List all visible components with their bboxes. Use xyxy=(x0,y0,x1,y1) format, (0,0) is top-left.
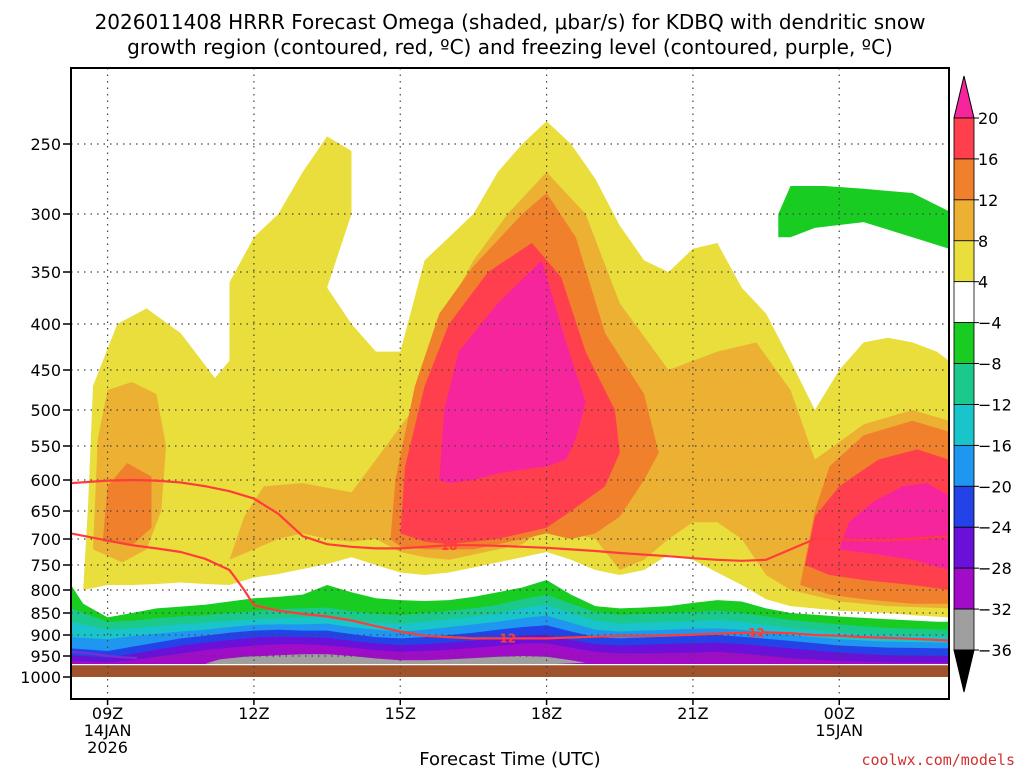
x-tick-label: 09Z xyxy=(92,704,123,723)
y-tick-label: 400 xyxy=(30,315,61,334)
colorbar-bin xyxy=(953,363,975,405)
x-tick-label: 12Z xyxy=(238,704,269,723)
colorbar-bottom-arrow xyxy=(953,649,975,693)
colorbar-bin xyxy=(953,485,975,528)
omega-region-upper-descent-minus4 xyxy=(778,186,949,249)
colorbar-bin xyxy=(953,567,975,610)
colorbar-label: −4 xyxy=(978,314,1002,333)
y-tick-label: 900 xyxy=(30,626,61,645)
colorbar-label: −32 xyxy=(978,600,1012,619)
x-tick-label: 21Z xyxy=(677,704,708,723)
x-tick-year: 2026 xyxy=(87,738,128,757)
colorbar-bin xyxy=(953,281,975,324)
colorbar: 20 16 12 8 4 −4 −8 −12 −16 −20 −24 −28 −32 −36 xyxy=(953,75,1012,693)
colorbar-label: 4 xyxy=(978,273,988,292)
colorbar-bin xyxy=(953,240,975,283)
y-tick-label: 850 xyxy=(30,604,61,623)
chart-title-line-1: 2026011408 HRRR Forecast Omega (shaded, … xyxy=(95,10,926,34)
temperature-contours: −18 −12 −12 xyxy=(71,478,949,660)
colorbar-bin xyxy=(953,404,975,446)
colorbar-bin xyxy=(953,526,975,569)
y-tick-label: 1000 xyxy=(20,668,61,687)
y-tick-label: 300 xyxy=(30,205,61,224)
contour-label-dgz-base-minus12: −12 xyxy=(489,631,516,645)
x-tick-label: 15Z xyxy=(385,704,416,723)
colorbar-label: −20 xyxy=(978,477,1012,496)
gridlines xyxy=(71,68,949,699)
omega-region-low-descent-minus32 xyxy=(205,654,586,666)
y-tick-label: 700 xyxy=(30,530,61,549)
colorbar-bin xyxy=(953,322,975,364)
x-tick-date: 15JAN xyxy=(815,721,863,740)
omega-region-left-ascent-12 xyxy=(102,463,152,546)
colorbar-bin xyxy=(953,444,975,487)
colorbar-label: −8 xyxy=(978,355,1002,374)
contour-label-dgz-top-minus18: −18 xyxy=(431,539,458,553)
credit-text: coolwx.com/models xyxy=(861,751,1015,768)
omega-region-midday-20 xyxy=(439,260,586,484)
colorbar-bin xyxy=(953,608,975,651)
contour-dgz-base-minus12 xyxy=(71,532,949,642)
y-tick-label: 600 xyxy=(30,471,61,490)
plot-frame xyxy=(70,67,950,700)
x-axis-title: Forecast Time (UTC) xyxy=(419,749,600,768)
contour-label-dgz-base-minus12-2: −12 xyxy=(738,626,765,640)
colorbar-label: −16 xyxy=(978,436,1012,455)
colorbar-label: 12 xyxy=(978,191,998,210)
y-tick-label: 350 xyxy=(30,263,61,282)
chart-title-line-2: growth region (contoured, red, ºC) and f… xyxy=(127,35,893,59)
omega-region-evening-20 xyxy=(839,483,949,570)
y-axis: 250 300 350 400 450 500 550 600 650 700 750 800 850 9… xyxy=(20,135,71,687)
colorbar-label: −36 xyxy=(978,641,1012,660)
contour-freezing-level xyxy=(71,650,137,660)
colorbar-label: 8 xyxy=(978,232,988,251)
colorbar-label: −24 xyxy=(978,518,1012,537)
colorbar-bin xyxy=(953,117,975,160)
y-tick-label: 550 xyxy=(30,437,61,456)
y-tick-label: 950 xyxy=(30,647,61,666)
y-tick-label: 450 xyxy=(30,361,61,380)
colorbar-label: −12 xyxy=(978,395,1012,414)
y-tick-label: 650 xyxy=(30,502,61,521)
colorbar-top-arrow xyxy=(953,75,975,119)
contour-dgz-top-minus18 xyxy=(71,478,949,562)
omega-region-ground xyxy=(71,665,949,677)
colorbar-bin xyxy=(953,158,975,201)
x-tick-label: 00Z xyxy=(824,704,855,723)
x-tick-label: 18Z xyxy=(531,704,562,723)
y-tick-label: 500 xyxy=(30,401,61,420)
colorbar-label: −28 xyxy=(978,559,1012,578)
colorbar-label: 16 xyxy=(978,150,998,169)
x-tick-date: 14JAN xyxy=(84,721,132,740)
colorbar-bin xyxy=(953,199,975,242)
y-tick-label: 800 xyxy=(30,581,61,600)
y-tick-label: 750 xyxy=(30,556,61,575)
y-tick-label: 250 xyxy=(30,135,61,154)
colorbar-label: 20 xyxy=(978,109,998,128)
